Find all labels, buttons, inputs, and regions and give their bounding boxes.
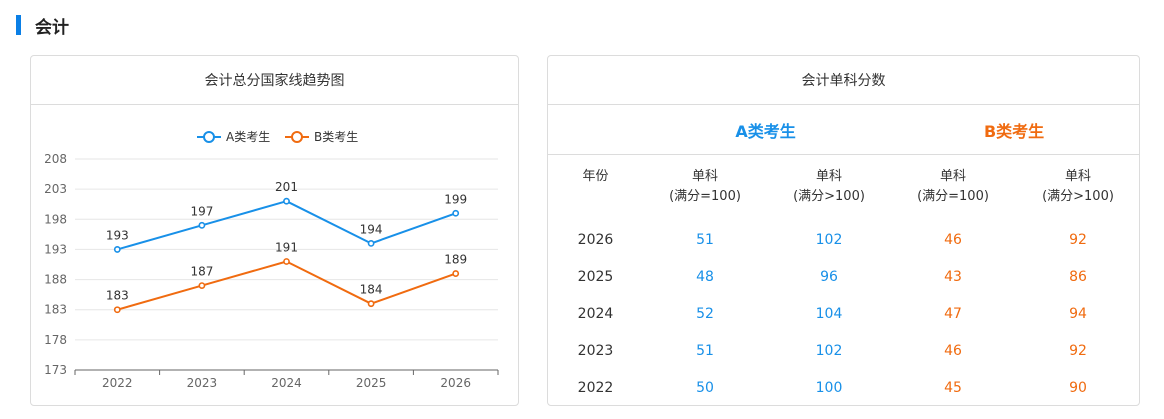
cell-b-100: 47 [944,305,962,322]
data-label: 183 [106,289,129,303]
candidate-groups: A类考生 B类考生 [548,105,1139,155]
single-score-title: 会计单科分数 [548,56,1139,105]
cell-year: 2022 [577,379,614,396]
header-b-single-100: 单科 (满分=100) [917,169,989,204]
score-table: 年份 单科 (满分=100) 单科 (满分>100) 单科 (满分=100) 单科 (满… [548,155,1139,405]
data-label: 193 [106,228,129,242]
cell-a-over: 102 [815,342,843,359]
data-label: 191 [275,240,298,254]
trend-chart-title: 会计总分国家线趋势图 [31,56,518,105]
group-a-label: A类考生 [735,121,796,141]
table-row: 2025 48 96 43 86 [548,258,1139,295]
cell-a-100: 51 [696,231,714,248]
cell-a-over: 104 [815,305,843,322]
cell-a-over: 102 [815,231,843,248]
single-score-card: 会计单科分数 A类考生 B类考生 年份 单科 (满分=100) 单科 (满分>100… [547,55,1140,406]
cell-a-100: 48 [696,268,714,285]
cell-year: 2026 [577,231,614,248]
cell-b-100: 46 [944,342,962,359]
data-point [198,221,206,229]
data-point [283,258,290,265]
legend-label: B类考生 [314,130,358,144]
y-tick-label: 203 [44,182,67,196]
data-point [113,246,121,253]
y-tick-label: 183 [44,303,67,317]
cell-b-100: 46 [944,231,962,248]
data-point [367,239,375,247]
table-row: 2024 52 104 47 94 [548,295,1139,332]
data-label: 201 [275,180,298,194]
data-point [367,300,375,308]
cell-b-over: 94 [1069,305,1087,322]
y-tick-label: 188 [44,273,67,287]
header-year: 年份 [582,169,609,184]
cell-year: 2023 [577,342,614,359]
header-a-single-100: 单科 (满分=100) [669,169,741,204]
legend-label: A类考生 [226,130,270,144]
y-tick-label: 193 [44,242,67,256]
legend-marker [203,131,215,143]
y-tick-label: 208 [44,152,67,166]
header-a-single-over: 单科 (满分>100) [793,169,865,204]
trend-line-chart: 173 178 183 188 193 198 203 208 2022 2023 2024 2025… [44,130,499,390]
x-tick-label: 2022 [102,376,133,390]
x-tick-label: 2026 [440,376,471,390]
series-line [117,260,457,311]
score-table-header: 年份 单科 (满分=100) 单科 (满分>100) 单科 (满分=100) 单科 (满… [548,155,1139,221]
y-tick-label: 178 [44,333,67,347]
data-label: 184 [360,283,383,297]
x-tick-label: 2024 [271,376,302,390]
header-b-single-over: 单科 (满分>100) [1042,169,1114,204]
cell-a-100: 52 [696,305,714,322]
table-row: 2026 51 102 46 92 [548,221,1139,258]
data-point [452,270,460,277]
x-tick-label: 2025 [356,376,387,390]
data-label: 194 [360,222,383,236]
cell-year: 2024 [577,305,614,322]
table-row: 2023 51 102 46 92 [548,332,1139,369]
data-point [452,209,460,217]
legend-marker [291,131,303,143]
data-point [283,197,290,205]
cell-b-over: 92 [1069,231,1087,248]
data-point [198,282,206,289]
cell-a-over: 100 [815,379,843,396]
table-row: 2022 50 100 45 90 [548,369,1139,405]
trend-chart-card: 会计总分国家线趋势图 173 178 183 188 193 198 203 208 2022 2… [30,55,519,406]
group-b-label: B类考生 [983,121,1045,141]
cell-b-over: 90 [1069,379,1087,396]
data-point [113,306,121,314]
cell-a-over: 96 [820,268,838,285]
cell-b-100: 43 [944,268,962,285]
cell-b-over: 86 [1069,268,1087,285]
y-tick-label: 198 [44,212,67,226]
y-tick-label: 173 [44,363,67,377]
cell-year: 2025 [577,268,614,285]
cell-b-over: 92 [1069,342,1087,359]
section-accent-bar [16,15,21,35]
cell-a-100: 50 [696,379,714,396]
section-title: 会计 [35,17,69,38]
cell-a-100: 51 [696,342,714,359]
data-label: 189 [444,253,467,267]
data-label: 187 [190,265,213,279]
section-header: 会计 [16,14,69,38]
x-tick-label: 2023 [187,376,218,390]
data-label: 199 [444,192,467,206]
data-label: 197 [190,204,213,218]
cell-b-100: 45 [944,379,962,396]
